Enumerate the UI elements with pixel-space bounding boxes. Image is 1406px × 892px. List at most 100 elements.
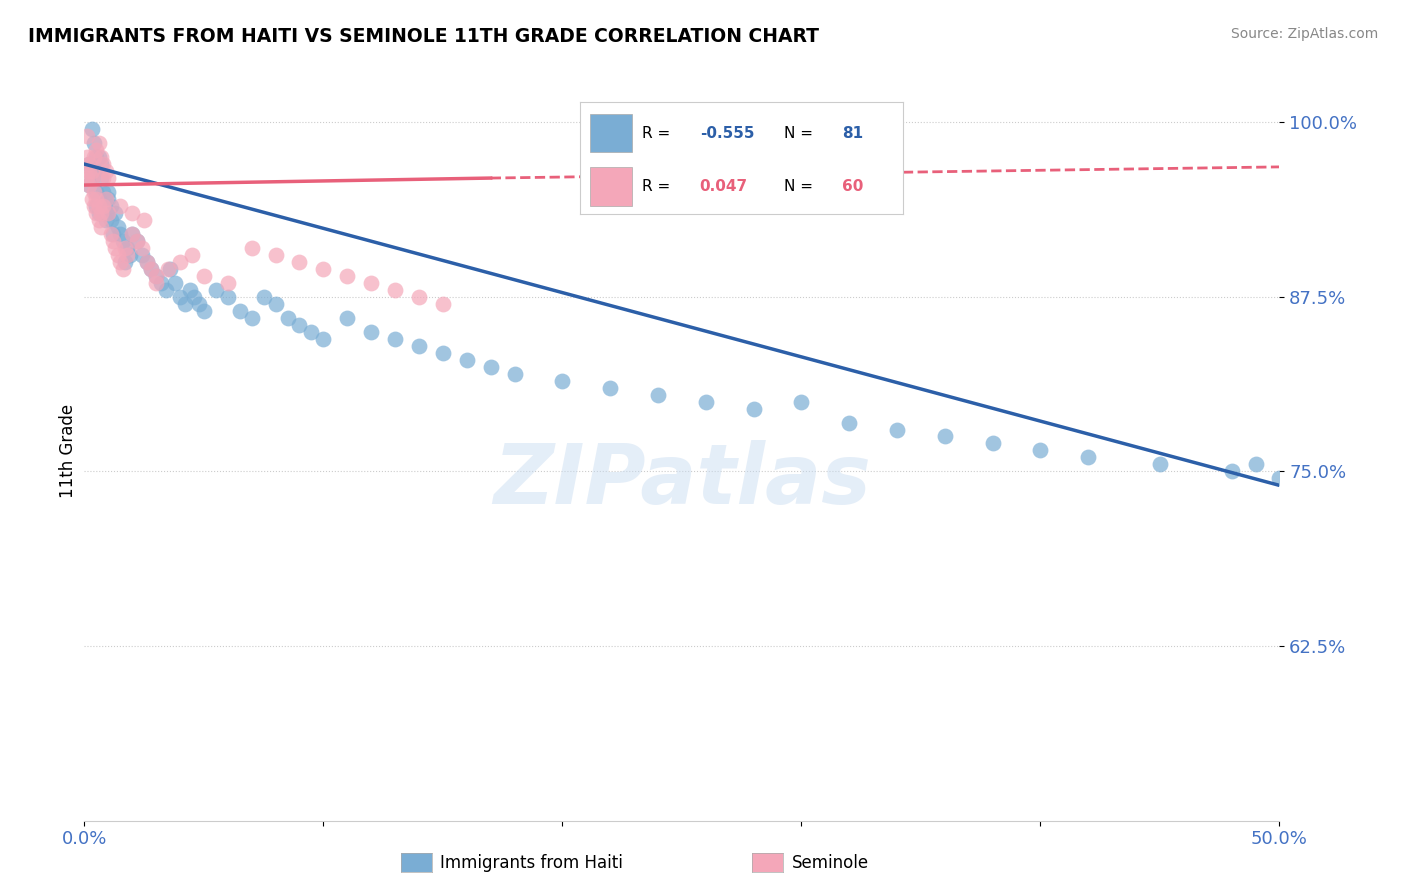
Point: [121, 227, 143, 241]
Point: [1077, 450, 1099, 465]
Point: [83, 164, 105, 178]
Point: [87, 150, 110, 164]
Point: [165, 276, 187, 290]
Point: [101, 227, 124, 241]
Point: [77, 178, 100, 192]
Point: [1220, 464, 1243, 478]
Text: IMMIGRANTS FROM HAITI VS SEMINOLE 11TH GRADE CORRELATION CHART: IMMIGRANTS FROM HAITI VS SEMINOLE 11TH G…: [28, 27, 820, 45]
Point: [114, 241, 136, 255]
Point: [141, 261, 163, 276]
Point: [86, 185, 108, 199]
Point: [135, 255, 157, 269]
Point: [240, 310, 263, 325]
Point: [456, 352, 478, 367]
Point: [77, 164, 100, 178]
Point: [1244, 458, 1267, 472]
Point: [83, 150, 105, 164]
Point: [193, 303, 215, 318]
Point: [408, 339, 430, 353]
Point: [181, 248, 204, 262]
Point: [217, 290, 239, 304]
Point: [90, 219, 112, 234]
Point: [87, 192, 110, 206]
Point: [886, 423, 908, 437]
Point: [336, 268, 359, 283]
Point: [157, 261, 180, 276]
Point: [695, 394, 717, 409]
Point: [169, 290, 191, 304]
Point: [121, 227, 143, 241]
Point: [125, 234, 148, 248]
Point: [240, 241, 263, 255]
Point: [100, 213, 122, 227]
Text: Source: ZipAtlas.com: Source: ZipAtlas.com: [1230, 27, 1378, 41]
Point: [360, 276, 382, 290]
Point: [83, 185, 105, 199]
Point: [1149, 458, 1171, 472]
Point: [277, 310, 299, 325]
Point: [647, 387, 669, 401]
Point: [155, 283, 177, 297]
Point: [110, 199, 132, 213]
Point: [432, 297, 454, 311]
Point: [86, 206, 108, 220]
Point: [981, 436, 1004, 450]
Point: [790, 394, 813, 409]
Point: [104, 241, 127, 255]
Point: [76, 150, 98, 164]
Point: [93, 171, 115, 186]
Point: [80, 171, 103, 186]
Point: [205, 283, 228, 297]
Point: [80, 164, 103, 178]
Point: [131, 241, 153, 255]
Point: [77, 157, 100, 171]
Point: [159, 261, 181, 276]
Point: [97, 206, 120, 220]
Point: [149, 276, 172, 290]
Point: [86, 192, 108, 206]
Text: ZIPatlas: ZIPatlas: [494, 440, 870, 521]
Point: [599, 381, 621, 395]
Point: [93, 199, 115, 213]
Point: [94, 206, 117, 220]
Point: [145, 276, 167, 290]
Point: [90, 157, 112, 171]
Point: [312, 261, 335, 276]
Point: [264, 248, 287, 262]
Point: [145, 268, 167, 283]
Point: [1029, 443, 1052, 458]
Point: [77, 157, 100, 171]
Point: [312, 332, 335, 346]
Point: [1268, 471, 1291, 485]
Point: [93, 185, 115, 199]
Point: [86, 150, 108, 164]
Point: [94, 192, 117, 206]
Point: [193, 268, 215, 283]
Point: [94, 164, 117, 178]
Point: [80, 192, 103, 206]
Text: Immigrants from Haiti: Immigrants from Haiti: [440, 854, 623, 871]
Point: [83, 199, 105, 213]
Point: [111, 261, 134, 276]
Point: [87, 213, 110, 227]
Point: [80, 164, 103, 178]
Y-axis label: 11th Grade: 11th Grade: [59, 403, 77, 498]
Point: [90, 171, 112, 186]
Point: [90, 206, 112, 220]
Point: [169, 255, 191, 269]
Point: [97, 192, 120, 206]
Point: [83, 136, 105, 150]
Point: [384, 283, 406, 297]
Point: [145, 268, 167, 283]
Point: [288, 318, 311, 332]
Point: [93, 199, 115, 213]
Point: [117, 248, 139, 262]
Point: [114, 255, 136, 269]
Point: [742, 401, 765, 416]
Point: [408, 290, 430, 304]
Point: [288, 255, 311, 269]
Point: [117, 241, 139, 255]
Point: [86, 143, 108, 157]
Point: [80, 122, 103, 136]
Point: [104, 206, 127, 220]
